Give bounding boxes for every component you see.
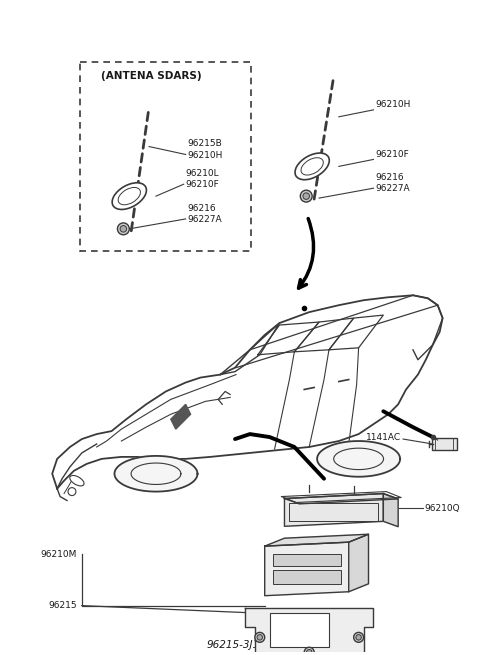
Circle shape xyxy=(303,193,310,199)
Circle shape xyxy=(118,223,129,234)
Text: 1141AC: 1141AC xyxy=(366,432,401,441)
FancyBboxPatch shape xyxy=(270,612,329,647)
Ellipse shape xyxy=(295,153,329,179)
FancyBboxPatch shape xyxy=(273,570,341,584)
Text: 96215-3J100: 96215-3J100 xyxy=(207,641,273,650)
Circle shape xyxy=(304,647,314,655)
Circle shape xyxy=(354,632,363,643)
Text: 96215: 96215 xyxy=(48,601,77,610)
Circle shape xyxy=(255,632,264,643)
Text: 96210M: 96210M xyxy=(40,550,77,559)
FancyBboxPatch shape xyxy=(273,554,341,566)
Circle shape xyxy=(356,635,361,640)
Text: 96216
96227A: 96216 96227A xyxy=(375,173,410,193)
Circle shape xyxy=(300,190,312,202)
Text: 96210F: 96210F xyxy=(375,150,409,159)
Polygon shape xyxy=(384,494,398,527)
Text: 96216
96227A: 96216 96227A xyxy=(188,204,222,224)
Ellipse shape xyxy=(112,183,146,210)
Circle shape xyxy=(120,225,127,232)
Polygon shape xyxy=(317,441,400,477)
Polygon shape xyxy=(171,404,191,429)
Circle shape xyxy=(257,635,263,640)
Text: 96215B
96210H: 96215B 96210H xyxy=(188,140,223,160)
FancyBboxPatch shape xyxy=(432,438,457,450)
Polygon shape xyxy=(349,534,369,591)
Polygon shape xyxy=(264,542,349,595)
Polygon shape xyxy=(285,494,384,527)
Text: 96210Q: 96210Q xyxy=(425,504,460,513)
Polygon shape xyxy=(245,608,373,655)
Polygon shape xyxy=(285,494,398,504)
Circle shape xyxy=(306,650,312,655)
Text: 96210H: 96210H xyxy=(375,100,411,109)
Text: 96210L
96210F: 96210L 96210F xyxy=(186,169,219,189)
Text: (ANTENA SDARS): (ANTENA SDARS) xyxy=(101,71,202,81)
Ellipse shape xyxy=(70,476,84,486)
Circle shape xyxy=(68,487,76,496)
Polygon shape xyxy=(115,456,197,492)
Polygon shape xyxy=(264,534,369,546)
